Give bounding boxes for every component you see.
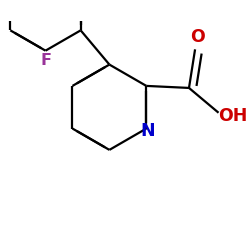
Text: F: F [40, 53, 51, 68]
Text: N: N [140, 122, 155, 140]
Text: OH: OH [218, 107, 248, 125]
Text: O: O [190, 28, 204, 46]
